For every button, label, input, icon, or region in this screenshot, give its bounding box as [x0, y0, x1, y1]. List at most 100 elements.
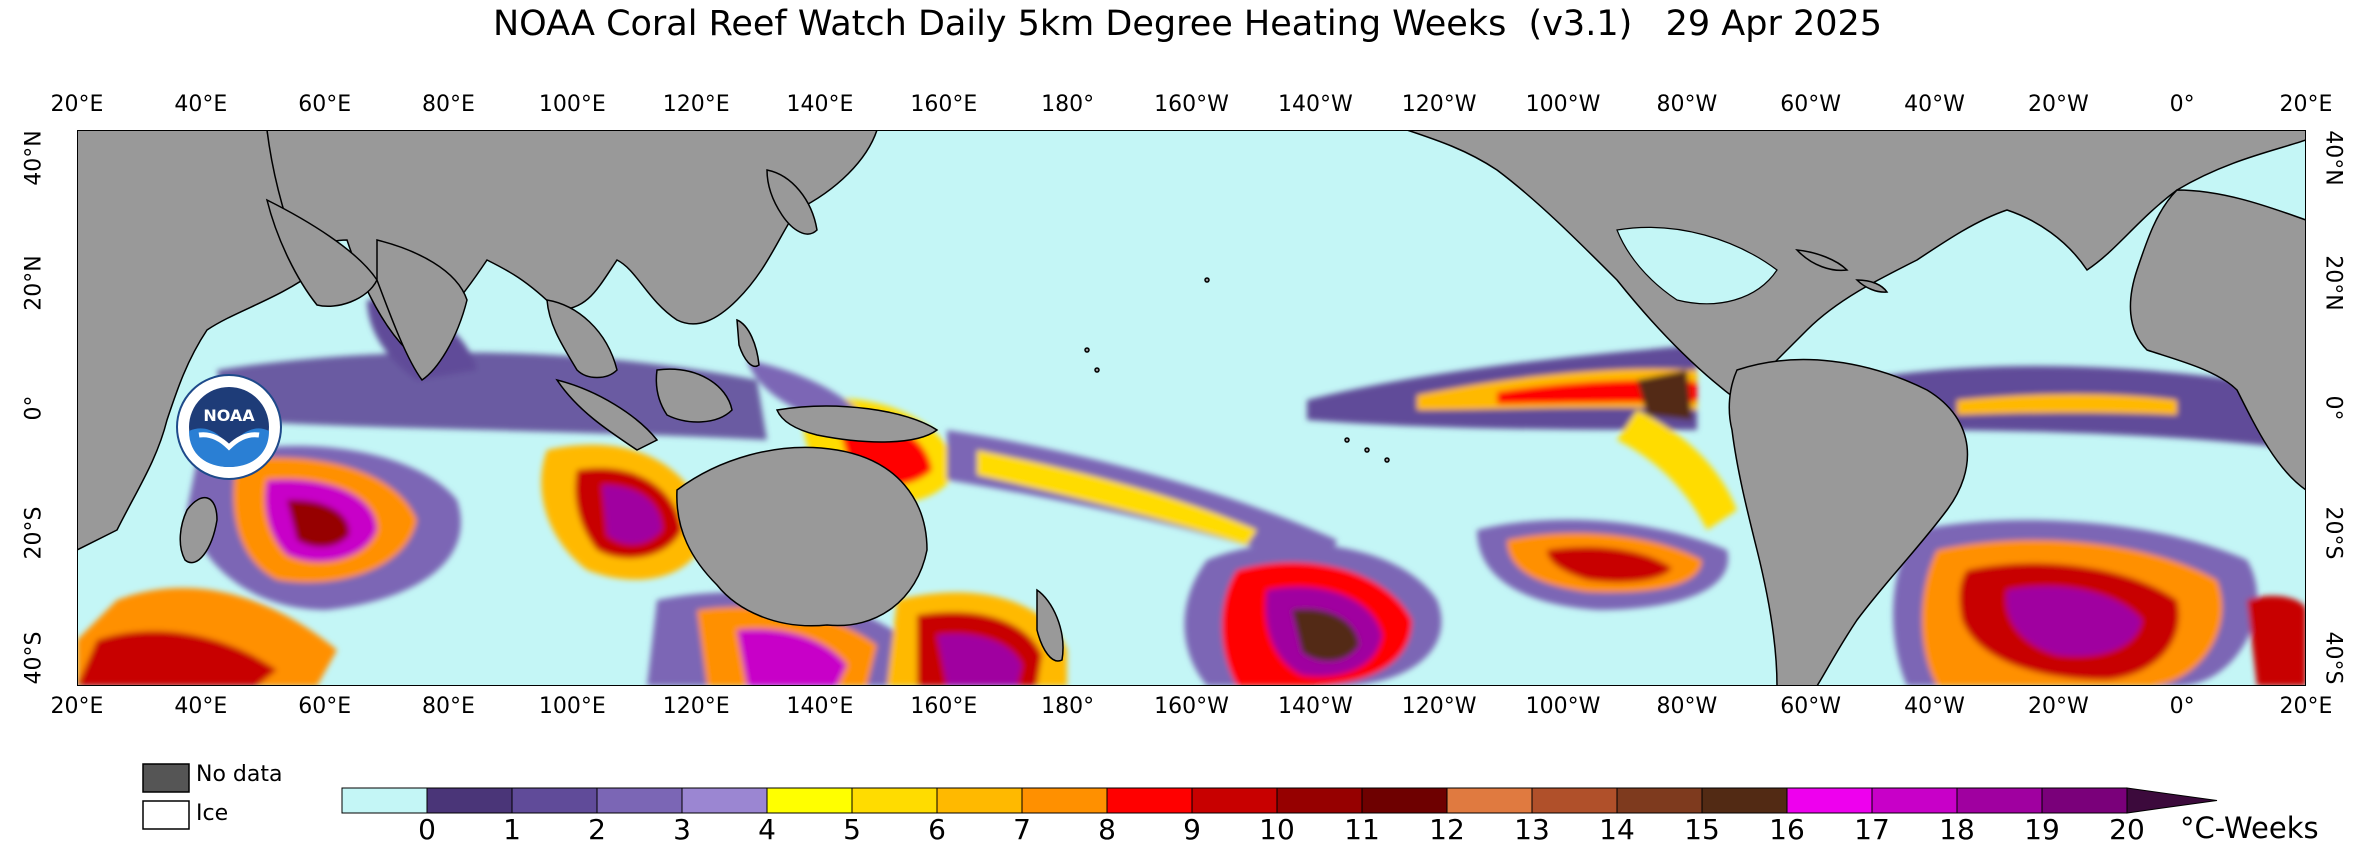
- colorbar-segment: [1701, 787, 1788, 814]
- longitude-label: 40°W: [1904, 694, 1965, 719]
- longitude-label: 20°E: [2279, 694, 2333, 719]
- colorbar-segment: [1106, 787, 1193, 814]
- noaa-logo: NOAA: [176, 374, 282, 480]
- latitude-label: 40°S: [21, 631, 47, 685]
- colorbar: [341, 787, 2218, 814]
- colorbar-tick-label: 8: [1098, 813, 1116, 846]
- colorbar-segment: [681, 787, 768, 814]
- longitude-label: 180°: [1041, 694, 1095, 719]
- longitude-label: 160°W: [1154, 694, 1229, 719]
- colorbar-segment: [1446, 787, 1533, 814]
- colorbar-tick-label: 3: [673, 813, 691, 846]
- ice-swatch: [142, 800, 190, 830]
- colorbar-tick-label: 5: [843, 813, 861, 846]
- longitude-label: 0°: [2169, 694, 2195, 719]
- colorbar-segment: [596, 787, 683, 814]
- colorbar-tick-label: 15: [1684, 813, 1720, 846]
- longitude-label: 80°W: [1656, 694, 1718, 719]
- longitude-label: 20°W: [2027, 92, 2089, 117]
- map-title: NOAA Coral Reef Watch Daily 5km Degree H…: [492, 4, 1883, 44]
- colorbar-segment: [1786, 787, 1873, 814]
- longitude-label: 160°E: [910, 92, 978, 117]
- colorbar-segment: [2041, 787, 2128, 814]
- colorbar-segment: [1956, 787, 2043, 814]
- longitude-label: 140°E: [786, 694, 854, 719]
- latitude-label: 40°S: [2320, 631, 2346, 685]
- latitude-label: 20°N: [21, 255, 47, 311]
- colorbar-tick-label: 2: [588, 813, 606, 846]
- colorbar-tick-label: 18: [1939, 813, 1975, 846]
- legend: [142, 763, 2218, 830]
- longitude-label: 180°: [1041, 92, 1095, 117]
- latitude-label: 40°N: [2320, 130, 2346, 186]
- longitude-label: 80°E: [422, 694, 475, 719]
- colorbar-segment: [851, 787, 938, 814]
- land-india: [376, 239, 468, 382]
- colorbar-tick-label: 11: [1344, 813, 1380, 846]
- colorbar-tick-label: 12: [1429, 813, 1465, 846]
- longitude-label: 40°E: [174, 92, 228, 117]
- land-madagascar: [179, 496, 218, 564]
- longitude-label: 120°E: [662, 694, 730, 719]
- latitude-label: 20°N: [2320, 255, 2346, 311]
- colorbar-segment: [341, 787, 428, 814]
- colorbar-segment: [1616, 787, 1703, 814]
- longitude-label: 100°W: [1525, 694, 1601, 719]
- colorbar-tick-label: 7: [1013, 813, 1031, 846]
- longitude-label: 100°E: [538, 694, 606, 719]
- land-south-america: [1728, 358, 1969, 686]
- longitude-label: 20°E: [2279, 92, 2333, 117]
- colorbar-segment: [1531, 787, 1618, 814]
- latitude-label: 0°: [2320, 395, 2346, 421]
- longitude-label: 160°W: [1154, 92, 1229, 117]
- longitude-label: 160°E: [910, 694, 978, 719]
- colorbar-unit: °C-Weeks: [2180, 811, 2319, 845]
- longitude-label: 140°W: [1277, 92, 1353, 117]
- heat-stress-patches: [77, 299, 2306, 686]
- colorbar-extend-arrow: [2126, 787, 2218, 814]
- colorbar-tick-label: 10: [1259, 813, 1295, 846]
- longitude-label: 40°W: [1904, 92, 1965, 117]
- colorbar-tick-label: 13: [1514, 813, 1550, 846]
- longitude-label: 100°E: [538, 92, 606, 117]
- colorbar-segment: [426, 787, 513, 814]
- longitude-label: 20°E: [50, 694, 104, 719]
- colorbar-segment: [1361, 787, 1448, 814]
- longitude-label: 20°W: [2027, 694, 2089, 719]
- colorbar-tick-label: 1: [503, 813, 521, 846]
- land-masses: [77, 130, 2306, 686]
- colorbar-segment: [1871, 787, 1958, 814]
- latitude-label: 0°: [21, 395, 47, 421]
- colorbar-segment: [511, 787, 598, 814]
- longitude-label: 140°W: [1277, 694, 1353, 719]
- longitude-label: 20°E: [50, 92, 104, 117]
- land-north-america: [1406, 130, 2306, 401]
- colorbar-tick-label: 9: [1183, 813, 1201, 846]
- longitude-label: 60°E: [298, 694, 352, 719]
- longitude-label: 120°W: [1401, 694, 1477, 719]
- colorbar-tick-label: 20: [2109, 813, 2145, 846]
- colorbar-tick-label: 4: [758, 813, 776, 846]
- colorbar-segment: [766, 787, 853, 814]
- colorbar-tick-label: 0: [418, 813, 436, 846]
- longitude-label: 60°W: [1780, 694, 1842, 719]
- colorbar-tick-label: 16: [1769, 813, 1805, 846]
- colorbar-tick-label: 14: [1599, 813, 1635, 846]
- longitude-label: 140°E: [786, 92, 854, 117]
- longitude-label: 100°W: [1525, 92, 1601, 117]
- colorbar-tick-label: 19: [2024, 813, 2060, 846]
- no-data-label: No data: [196, 762, 283, 787]
- longitude-label: 120°E: [662, 92, 730, 117]
- colorbar-segment: [1191, 787, 1278, 814]
- latitude-label: 40°N: [21, 130, 47, 186]
- noaa-logo-text: NOAA: [203, 406, 255, 425]
- latitude-label: 20°S: [21, 506, 47, 560]
- colorbar-segment: [1276, 787, 1363, 814]
- longitude-label: 40°E: [174, 694, 228, 719]
- latitude-label: 20°S: [2320, 506, 2346, 560]
- colorbar-tick-label: 6: [928, 813, 946, 846]
- longitude-label: 60°W: [1780, 92, 1842, 117]
- longitude-label: 60°E: [298, 92, 352, 117]
- colorbar-segment: [1021, 787, 1108, 814]
- colorbar-tick-label: 17: [1854, 813, 1890, 846]
